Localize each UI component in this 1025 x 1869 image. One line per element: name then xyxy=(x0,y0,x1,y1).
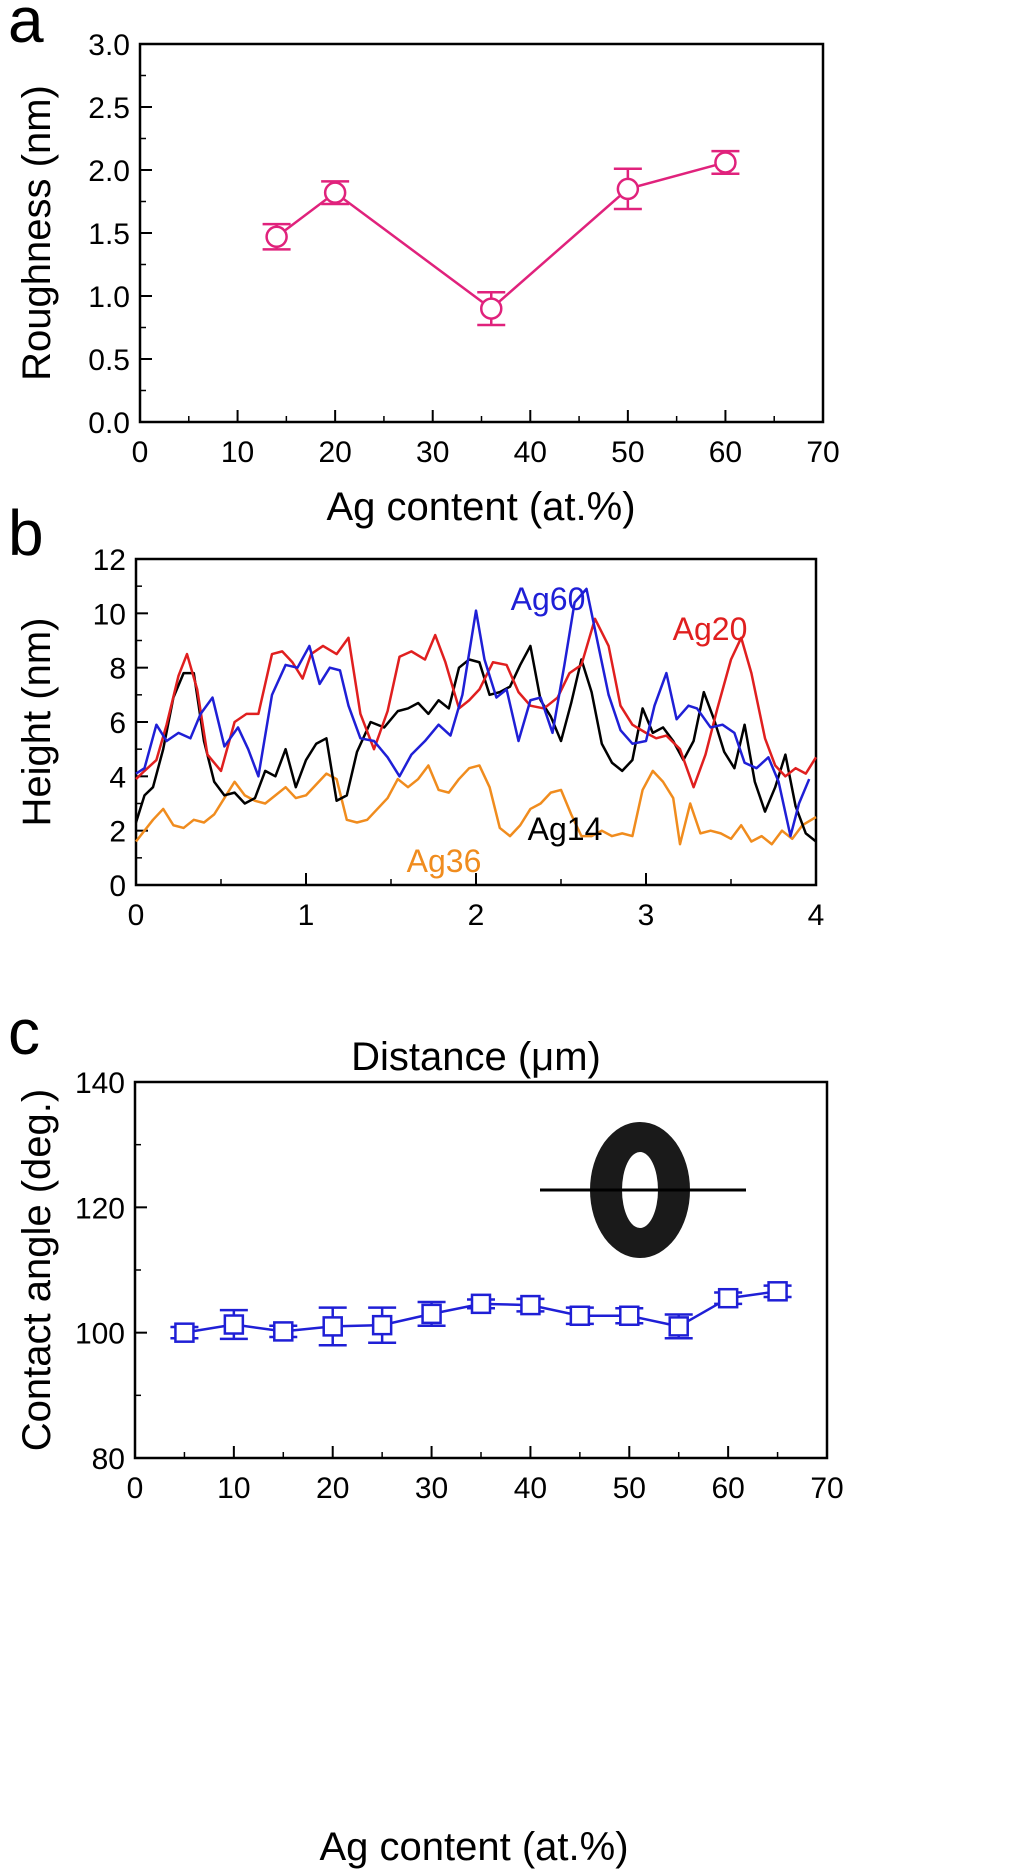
c-data-point xyxy=(619,1305,640,1326)
c-data-point xyxy=(421,1303,442,1325)
b-x-tick-label: 3 xyxy=(638,899,655,932)
c-x-tick-label: 0 xyxy=(127,1472,144,1505)
c-data-point xyxy=(767,1281,788,1302)
panel-b-x-axis-label: Distance (μm) xyxy=(351,1035,601,1079)
c-data-point xyxy=(223,1314,245,1335)
b-y-tick-label: 8 xyxy=(109,653,126,686)
c-data-point xyxy=(174,1322,195,1343)
c-x-tick-label: 50 xyxy=(613,1472,646,1505)
c-x-tick-label: 60 xyxy=(711,1472,744,1505)
c-data-point xyxy=(668,1316,689,1337)
a-x-tick-label: 20 xyxy=(318,436,351,469)
a-y-tick-label: 2.0 xyxy=(88,155,130,188)
a-y-tick-label: 0.5 xyxy=(88,344,130,377)
a-series-line xyxy=(275,161,726,311)
c-data-point xyxy=(569,1305,591,1326)
b-series-ag20 xyxy=(135,617,818,789)
panel-a: a 0 10 20 30 40 50 60 70 0.0 0.5 1.0 1.5 2.0 2.5 3.0 A… xyxy=(8,0,840,529)
c-data-point xyxy=(322,1316,343,1337)
a-x-tick-label: 30 xyxy=(416,436,449,469)
a-data-point xyxy=(265,225,288,249)
b-y-tick-label: 2 xyxy=(109,816,126,849)
b-y-tick-label: 0 xyxy=(109,870,126,903)
c-data-point xyxy=(520,1294,541,1316)
b-series-ag14 xyxy=(134,644,817,843)
panel-c-droplet-image xyxy=(540,1122,746,1258)
a-x-tick-label: 50 xyxy=(611,436,644,469)
c-x-tick-label: 20 xyxy=(316,1472,349,1505)
c-x-tick-label: 70 xyxy=(810,1472,843,1505)
b-series-label-ag60: Ag60 xyxy=(511,581,586,617)
panel-b-data: Ag60 Ag20 Ag14 Ag36 xyxy=(134,581,818,879)
b-x-tick-label: 4 xyxy=(808,899,825,932)
c-y-tick-label: 120 xyxy=(75,1192,125,1225)
c-x-tick-label: 30 xyxy=(415,1472,448,1505)
panel-a-x-axis-label: Ag content (at.%) xyxy=(326,485,635,529)
b-series-label-ag14: Ag14 xyxy=(528,811,603,847)
b-x-tick-label: 1 xyxy=(298,899,315,932)
b-y-tick-label: 4 xyxy=(109,761,126,794)
b-x-tick-label: 2 xyxy=(468,899,485,932)
a-x-tick-label: 60 xyxy=(709,436,742,469)
b-y-tick-label: 6 xyxy=(109,707,126,740)
c-data-point xyxy=(470,1293,492,1315)
b-series-label-ag20: Ag20 xyxy=(673,611,748,647)
a-y-tick-label: 1.0 xyxy=(88,281,130,314)
a-y-tick-label: 3.0 xyxy=(88,29,130,62)
panel-b-y-axis-label: Height (nm) xyxy=(15,618,59,827)
b-series-ag36 xyxy=(135,764,817,846)
panel-a-label: a xyxy=(8,0,44,56)
c-x-tick-label: 10 xyxy=(217,1472,250,1505)
panel-c-y-axis-label: Contact angle (deg.) xyxy=(15,1089,59,1451)
panel-c-x-axis-label: Ag content (at.%) xyxy=(319,1825,628,1869)
panel-c-data xyxy=(170,1281,792,1347)
panel-a-y-axis-label: Roughness (nm) xyxy=(15,85,59,381)
panel-a-data xyxy=(262,149,740,327)
panel-b-label: b xyxy=(8,497,44,569)
panel-c-label: c xyxy=(8,996,40,1068)
b-y-tick-label: 10 xyxy=(93,598,126,631)
b-series-label-ag36: Ag36 xyxy=(407,843,482,879)
b-x-tick-label: 0 xyxy=(128,899,145,932)
c-data-point xyxy=(371,1314,393,1336)
a-data-point xyxy=(480,297,503,320)
b-series-ag60 xyxy=(135,587,811,838)
c-y-tick-label: 80 xyxy=(92,1443,125,1476)
a-y-tick-label: 0.0 xyxy=(88,407,130,440)
panel-a-ticks: 0 10 20 30 40 50 60 70 0.0 0.5 1.0 1.5 2.0 2.5 3.0 xyxy=(88,29,839,469)
a-x-tick-label: 10 xyxy=(221,436,254,469)
panel-a-plot-frame xyxy=(138,42,825,424)
a-x-tick-label: 70 xyxy=(806,436,839,469)
a-x-tick-label: 0 xyxy=(132,436,149,469)
b-y-tick-label: 12 xyxy=(93,544,126,577)
a-x-tick-label: 40 xyxy=(514,436,547,469)
a-y-tick-label: 1.5 xyxy=(88,218,130,251)
a-data-point xyxy=(714,151,737,174)
a-y-tick-label: 2.5 xyxy=(88,92,130,125)
c-y-tick-label: 100 xyxy=(75,1318,125,1351)
c-y-tick-label: 140 xyxy=(75,1067,125,1100)
a-data-point xyxy=(616,177,640,201)
c-data-point xyxy=(717,1287,739,1309)
a-data-point xyxy=(323,181,347,204)
c-x-tick-label: 40 xyxy=(514,1472,547,1505)
c-data-point xyxy=(273,1321,294,1342)
panel-c: c 0 10 20 30 40 50 60 70 80 100 120 140 Ag content … xyxy=(8,996,844,1869)
panel-c-ticks: 0 10 20 30 40 50 60 70 80 100 120 140 xyxy=(75,1067,844,1505)
panel-c-plot-frame xyxy=(133,1080,829,1460)
